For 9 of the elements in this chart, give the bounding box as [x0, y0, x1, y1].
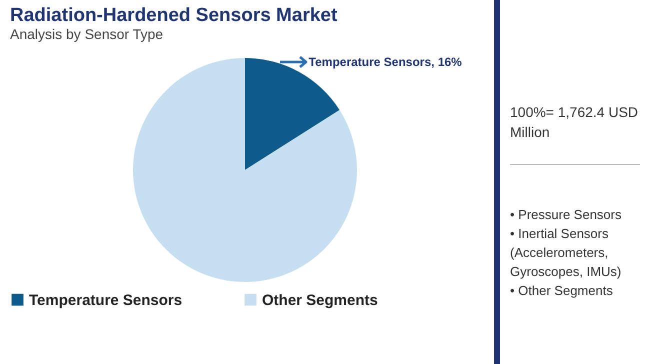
- text: • Other Segments: [510, 282, 614, 300]
- chart-subtitle: Analysis by Sensor Type: [10, 26, 164, 42]
- data-label: Temperature Sensors, 16%: [308, 54, 462, 69]
- text: • Inertial Sensors (Accelerometers, Gyroscopes, IMUs): [510, 225, 622, 281]
- text: 100%= 1,762.4 USD Million: [510, 102, 640, 165]
- chart-title: Radiation-Hardened Sensors Market: [10, 5, 338, 26]
- text: • Pressure Sensors: [510, 206, 622, 224]
- legend-label: Other Segments: [262, 292, 378, 309]
- legend-label: Temperature Sensors: [29, 292, 182, 309]
